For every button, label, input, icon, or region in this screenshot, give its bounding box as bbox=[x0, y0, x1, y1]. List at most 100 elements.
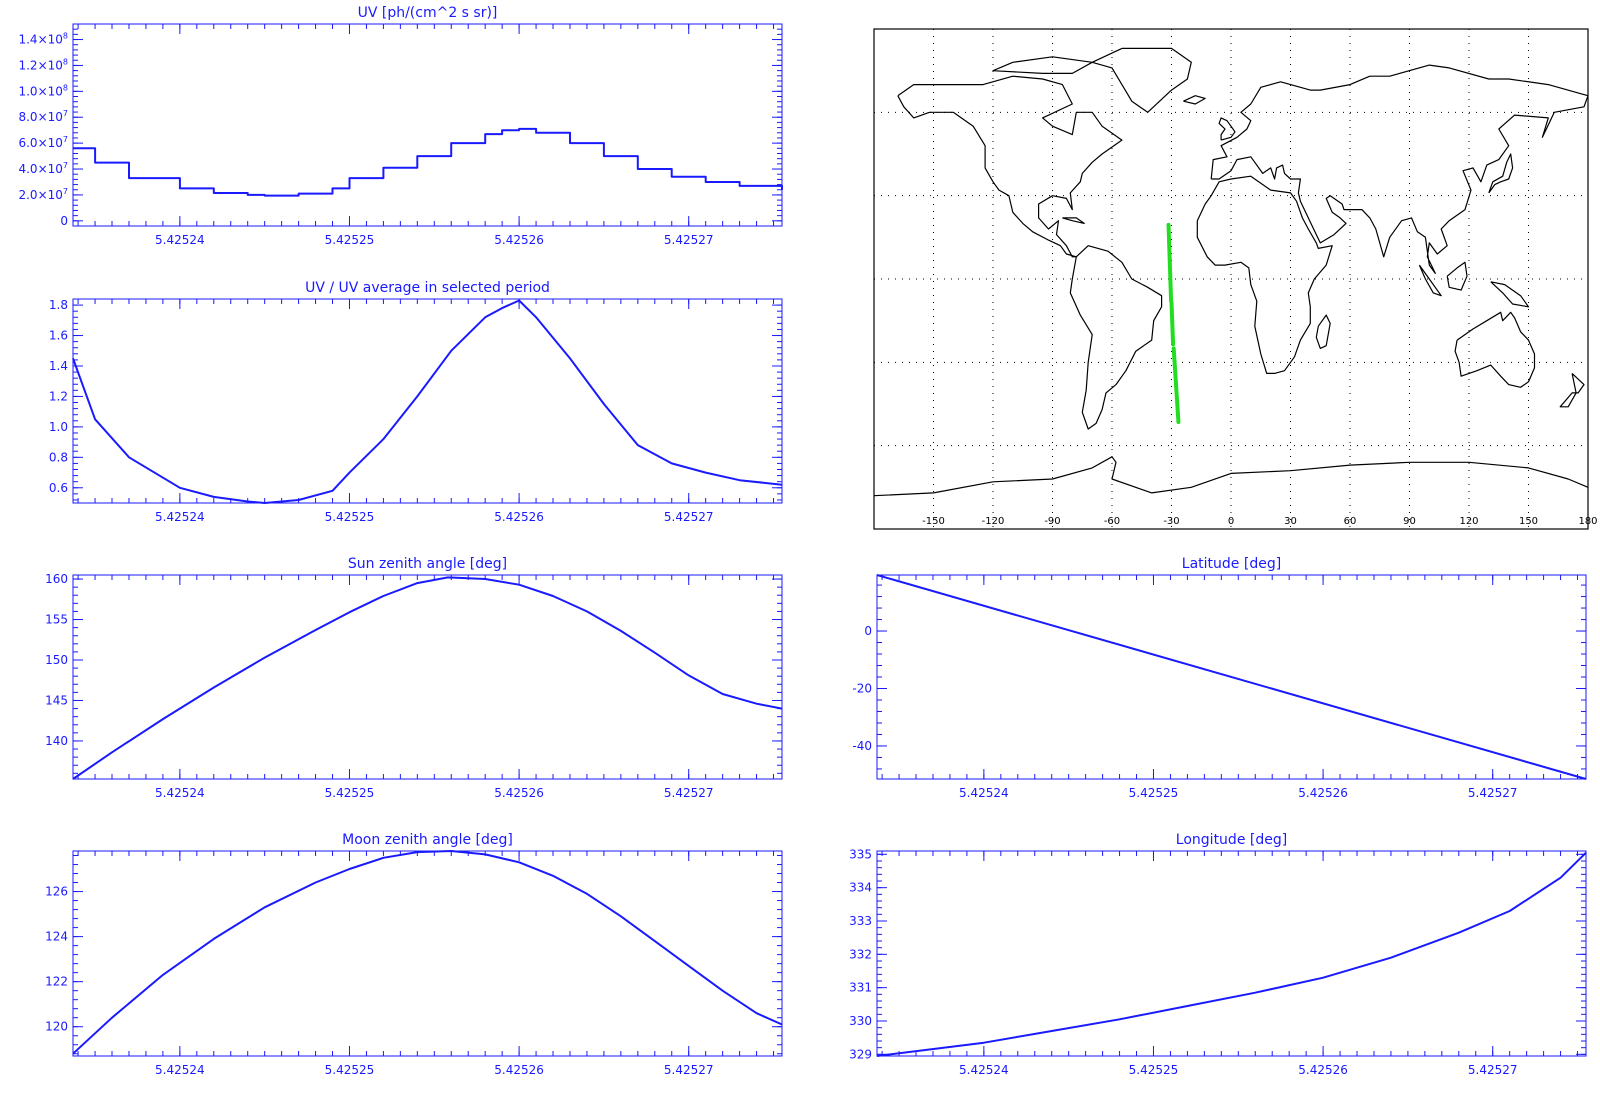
y-tick-label: 0.6 bbox=[49, 481, 68, 495]
y-tick-mantissa: 0 bbox=[60, 214, 68, 228]
y-tick-label: 4.0×107 bbox=[18, 161, 68, 176]
plot-frame bbox=[72, 850, 783, 1057]
y-tick-label: 330 bbox=[849, 1014, 872, 1028]
ground-track-segment bbox=[1166, 222, 1174, 304]
y-tick-label: 160 bbox=[45, 572, 68, 586]
coastline-japan bbox=[1488, 153, 1514, 194]
y-tick-exponent: 7 bbox=[63, 161, 68, 170]
y-tick-mantissa: 6.0×10 bbox=[18, 136, 62, 150]
map-lon-label: -120 bbox=[982, 516, 1005, 527]
plot-uv: UV [ph/(cm^2 s sr)] 5.42524 5.42525 5.42526… bbox=[18, 5, 783, 247]
x-tick-label: 5.42525 bbox=[325, 786, 375, 800]
x-tick-label: 5.42524 bbox=[959, 786, 1009, 800]
y-tick-label: 150 bbox=[45, 653, 68, 667]
coastline-africa bbox=[1196, 175, 1333, 374]
map-lon-label: 90 bbox=[1403, 516, 1416, 527]
map-lon-label: 150 bbox=[1519, 516, 1538, 527]
plot-title: Longitude [deg] bbox=[1176, 832, 1287, 848]
x-tick-label: 5.42526 bbox=[494, 1063, 544, 1077]
y-tick-exponent: 8 bbox=[63, 83, 68, 92]
plot-frame bbox=[72, 574, 783, 780]
y-tick-label: 6.0×107 bbox=[18, 135, 68, 150]
y-tick-label: 333 bbox=[849, 914, 872, 928]
plot-sun: Sun zenith angle [deg] 5.42524 5.42525 5.42… bbox=[45, 556, 783, 800]
y-tick-exponent: 7 bbox=[63, 109, 68, 118]
y-tick-label: 334 bbox=[849, 881, 872, 895]
x-tick-label: 5.42527 bbox=[664, 786, 714, 800]
plot-lon: Longitude [deg] 5.42524 5.42525 5.42526 5.42… bbox=[849, 832, 1587, 1077]
x-tick-label: 5.42525 bbox=[325, 233, 375, 247]
x-tick-label: 5.42524 bbox=[155, 233, 205, 247]
plot-title: Latitude [deg] bbox=[1182, 556, 1281, 572]
y-tick-label: 1.4×108 bbox=[18, 32, 68, 47]
y-tick-label: 335 bbox=[849, 847, 872, 861]
y-tick-label: 331 bbox=[849, 981, 872, 995]
y-tick-label: 329 bbox=[849, 1047, 872, 1061]
coastline-arctic-islands bbox=[992, 56, 1093, 74]
x-tick-label: 5.42527 bbox=[664, 1063, 714, 1077]
series-line-uv bbox=[73, 127, 783, 197]
plot-title: UV / UV average in selected period bbox=[305, 280, 550, 296]
world-map: -150 -120 -90 -60 -30 0 30 60 90 120 150 180 bbox=[873, 28, 1598, 530]
coastline-australia bbox=[1454, 311, 1536, 388]
y-tick-label: 155 bbox=[45, 613, 68, 627]
coastline-antarctica bbox=[873, 456, 1589, 497]
coastline-eurasia bbox=[1210, 64, 1589, 274]
x-tick-label: 5.42525 bbox=[325, 510, 375, 524]
y-tick-label: 8.0×107 bbox=[18, 109, 68, 124]
y-tick-exponent: 7 bbox=[63, 135, 68, 144]
coastline-borneo bbox=[1446, 261, 1468, 291]
y-tick-label: 122 bbox=[45, 975, 68, 989]
coastline-south-america bbox=[1069, 245, 1163, 430]
coastline-new-zealand bbox=[1559, 372, 1585, 408]
y-tick-exponent: 7 bbox=[63, 187, 68, 196]
coastline-iceland bbox=[1183, 95, 1206, 105]
y-tick-label: 145 bbox=[45, 693, 68, 707]
plot-frame bbox=[72, 23, 783, 227]
plot-lat: Latitude [deg] 5.42524 5.42525 5.42526 5.425… bbox=[852, 556, 1587, 800]
y-tick-mantissa: 1.2×10 bbox=[18, 58, 62, 72]
coastline-new-guinea bbox=[1490, 281, 1530, 308]
y-tick-label: 0.8 bbox=[49, 450, 68, 464]
y-tick-exponent: 8 bbox=[63, 32, 68, 41]
x-tick-label: 5.42524 bbox=[155, 510, 205, 524]
x-tick-label: 5.42524 bbox=[959, 1063, 1009, 1077]
y-tick-label: 1.2×108 bbox=[18, 57, 68, 72]
x-tick-label: 5.42526 bbox=[494, 233, 544, 247]
y-tick-label: 1.2 bbox=[49, 389, 68, 403]
x-tick-label: 5.42526 bbox=[494, 510, 544, 524]
y-tick-label: -40 bbox=[852, 739, 872, 753]
coastline-greenland bbox=[1091, 47, 1192, 113]
series-line-lat bbox=[876, 574, 1587, 780]
x-tick-label: 5.42525 bbox=[1129, 1063, 1179, 1077]
series-line-lon bbox=[876, 851, 1587, 1057]
map-lon-label: -60 bbox=[1104, 516, 1120, 527]
map-lon-label: 60 bbox=[1344, 516, 1357, 527]
x-tick-label: 5.42524 bbox=[155, 786, 205, 800]
series-line-sun bbox=[72, 576, 783, 780]
x-tick-label: 5.42524 bbox=[155, 1063, 205, 1077]
map-lon-label: 180 bbox=[1578, 516, 1597, 527]
x-tick-label: 5.42527 bbox=[664, 233, 714, 247]
coastline-north-america bbox=[897, 75, 1123, 258]
plot-frame bbox=[72, 298, 783, 504]
map-lon-label: -150 bbox=[922, 516, 945, 527]
x-tick-label: 5.42526 bbox=[1298, 1063, 1348, 1077]
y-tick-label: 1.6 bbox=[49, 329, 68, 343]
y-tick-label: 140 bbox=[45, 734, 68, 748]
x-tick-label: 5.42527 bbox=[1468, 1063, 1518, 1077]
y-tick-label: 124 bbox=[45, 930, 68, 944]
plot-frame bbox=[876, 850, 1587, 1057]
x-tick-label: 5.42527 bbox=[1468, 786, 1518, 800]
series-line-ratio bbox=[72, 299, 783, 504]
y-tick-label: 2.0×107 bbox=[18, 187, 68, 202]
coastline-madagascar bbox=[1315, 314, 1331, 349]
ground-track-segment bbox=[1171, 346, 1181, 425]
y-tick-exponent: 8 bbox=[63, 57, 68, 66]
coastline-british-isles bbox=[1218, 117, 1236, 141]
y-tick-label: -20 bbox=[852, 681, 872, 695]
y-tick-mantissa: 1.4×10 bbox=[18, 33, 62, 47]
x-tick-label: 5.42526 bbox=[1298, 786, 1348, 800]
y-tick-label: 1.0 bbox=[49, 420, 68, 434]
